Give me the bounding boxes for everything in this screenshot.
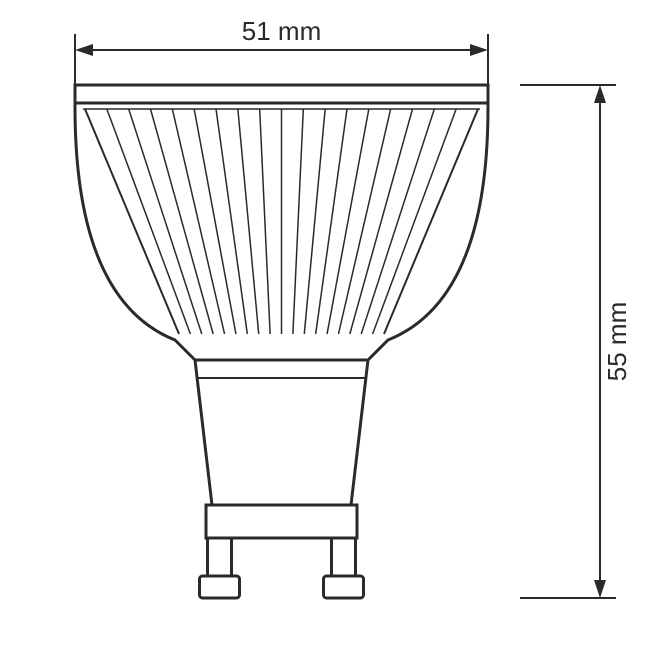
height-dimension-label: 55 mm bbox=[602, 302, 632, 381]
width-dimension-label: 51 mm bbox=[242, 16, 321, 46]
diagram-stage: 51 mm 55 mm bbox=[0, 0, 650, 650]
bulb-base-plate bbox=[206, 505, 357, 538]
pin-lug-left bbox=[200, 576, 240, 598]
bulb-lens-plate bbox=[75, 85, 488, 103]
pin-lug-right bbox=[324, 576, 364, 598]
